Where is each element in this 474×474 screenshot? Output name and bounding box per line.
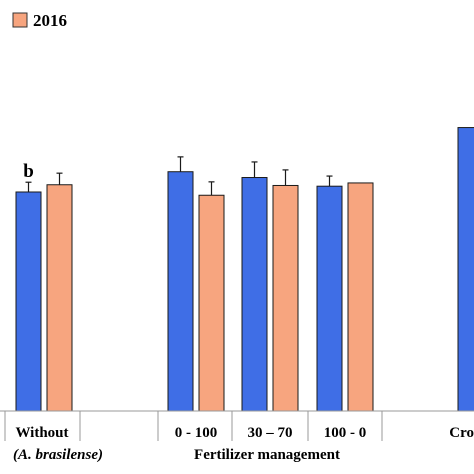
bar-series-0-cat-4 (457, 127, 474, 412)
x-tick-label-4: Cro (449, 425, 474, 441)
x-tick-label-2: 30 – 70 (248, 425, 293, 441)
legend-label-2016: 2016 (33, 11, 67, 30)
group-label-fertilizer-management: Fertilizer management (194, 447, 340, 463)
bar-2016-cat-0 (46, 184, 73, 412)
x-axis-ticks (4, 411, 383, 441)
x-tick-label-1: 0 - 100 (175, 425, 218, 441)
bars (15, 127, 474, 412)
legend-swatch-2016 (12, 12, 28, 28)
x-tick-label-3: 100 - 0 (324, 425, 367, 441)
bar-series-0-cat-3 (316, 185, 343, 412)
x-tick-label-0: Without (15, 425, 68, 441)
bar-2016-cat-3 (347, 182, 374, 412)
bar-series-0-cat-0 (15, 191, 42, 412)
x-tick-sublabel-0: (A. brasilense) (13, 447, 103, 463)
bar-2016-cat-1 (198, 194, 225, 412)
bar-2016-cat-2 (272, 184, 299, 412)
error-bars (25, 156, 333, 196)
annotations: b (23, 161, 34, 182)
bar-series-0-cat-1 (167, 171, 194, 412)
annotation-0: b (23, 161, 34, 182)
x-axis-labels: Without (A. brasilense) 0 - 100 30 – 70 100 … (13, 425, 474, 463)
bar-series-0-cat-2 (241, 177, 268, 412)
legend: 2016 (12, 11, 67, 30)
